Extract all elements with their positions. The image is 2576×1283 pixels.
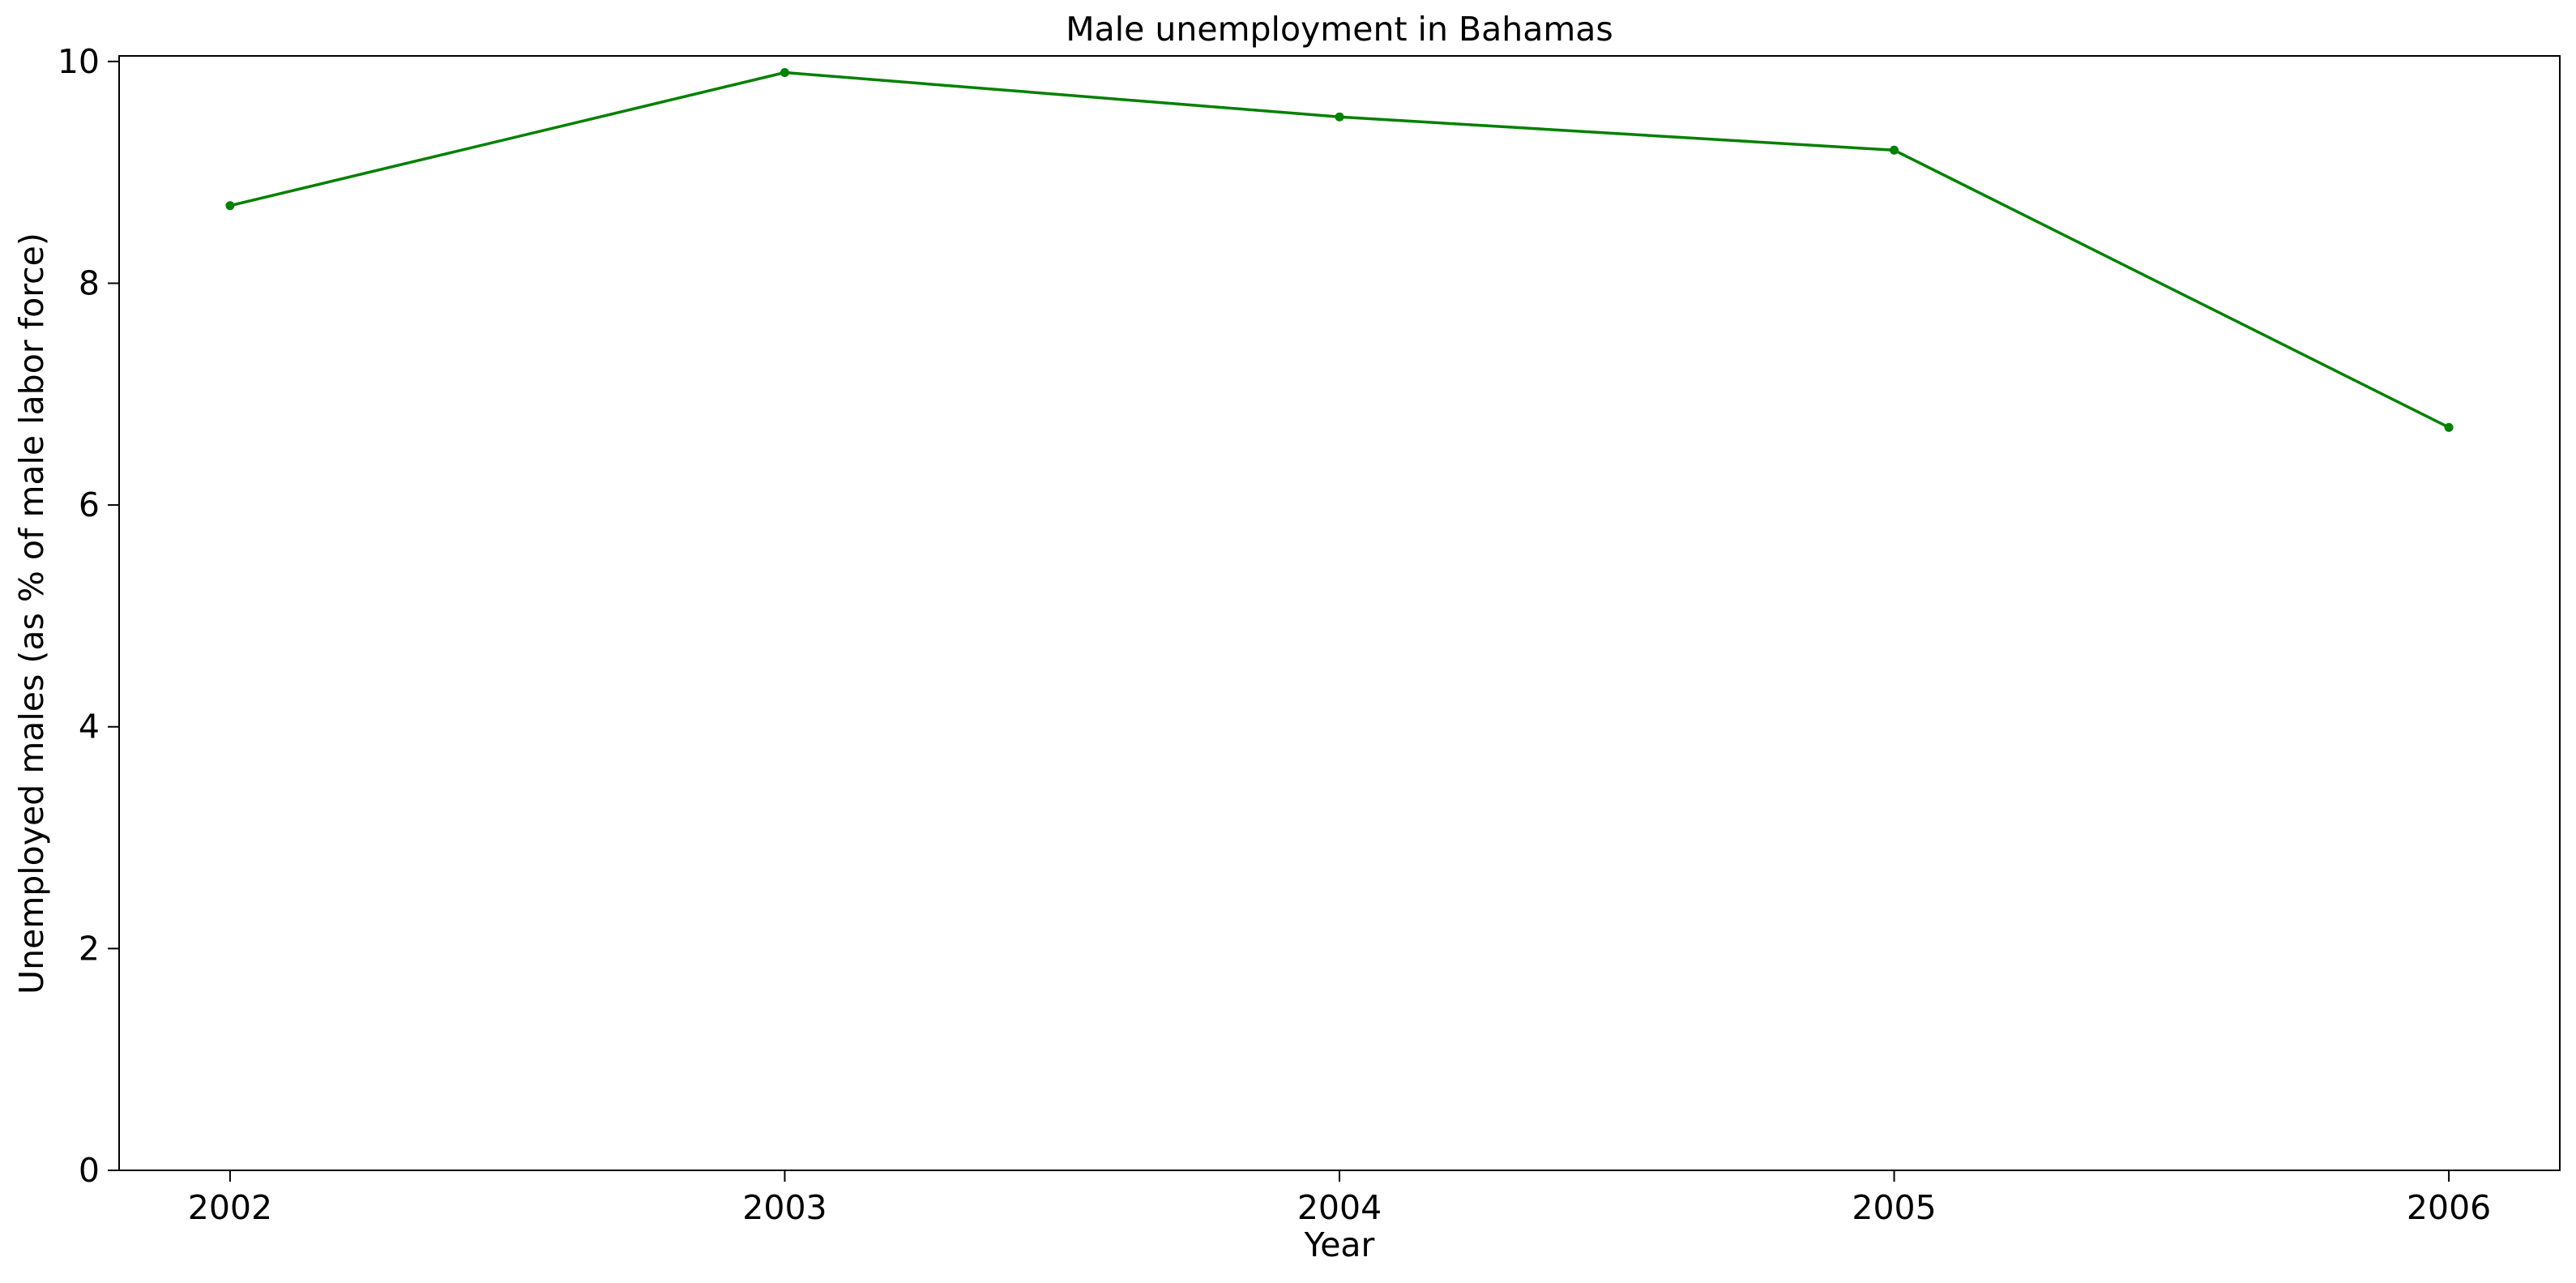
y-tick-label: 4 — [79, 708, 100, 746]
x-tick-label: 2006 — [2407, 1188, 2491, 1227]
y-axis-label: Unemployed males (as % of male labor for… — [12, 233, 51, 994]
x-tick-label: 2005 — [1852, 1188, 1936, 1227]
y-axis-ticks: 0 2 4 6 8 10 — [58, 42, 119, 1190]
plot-area-frame — [118, 55, 2561, 1171]
x-tick-label: 2002 — [188, 1188, 272, 1227]
x-tick-label: 2004 — [1297, 1188, 1382, 1227]
x-axis-label: Year — [1304, 1225, 1375, 1264]
series-layer — [225, 68, 2454, 432]
data-point — [2444, 422, 2454, 432]
y-tick-label: 0 — [79, 1151, 100, 1190]
data-point — [225, 201, 235, 211]
y-tick-label: 2 — [79, 929, 100, 968]
chart-title: Male unemployment in Bahamas — [1066, 10, 1613, 49]
x-tick-label: 2003 — [742, 1188, 827, 1227]
data-point — [780, 68, 789, 78]
data-point — [1335, 112, 1344, 122]
series-line — [229, 71, 2450, 429]
y-tick-label: 6 — [79, 485, 100, 524]
y-tick-label: 8 — [79, 263, 100, 302]
data-point — [1890, 145, 1899, 155]
x-axis-ticks: 2002 2003 2004 2005 2006 — [188, 1170, 2491, 1227]
y-tick-label: 10 — [58, 42, 100, 81]
